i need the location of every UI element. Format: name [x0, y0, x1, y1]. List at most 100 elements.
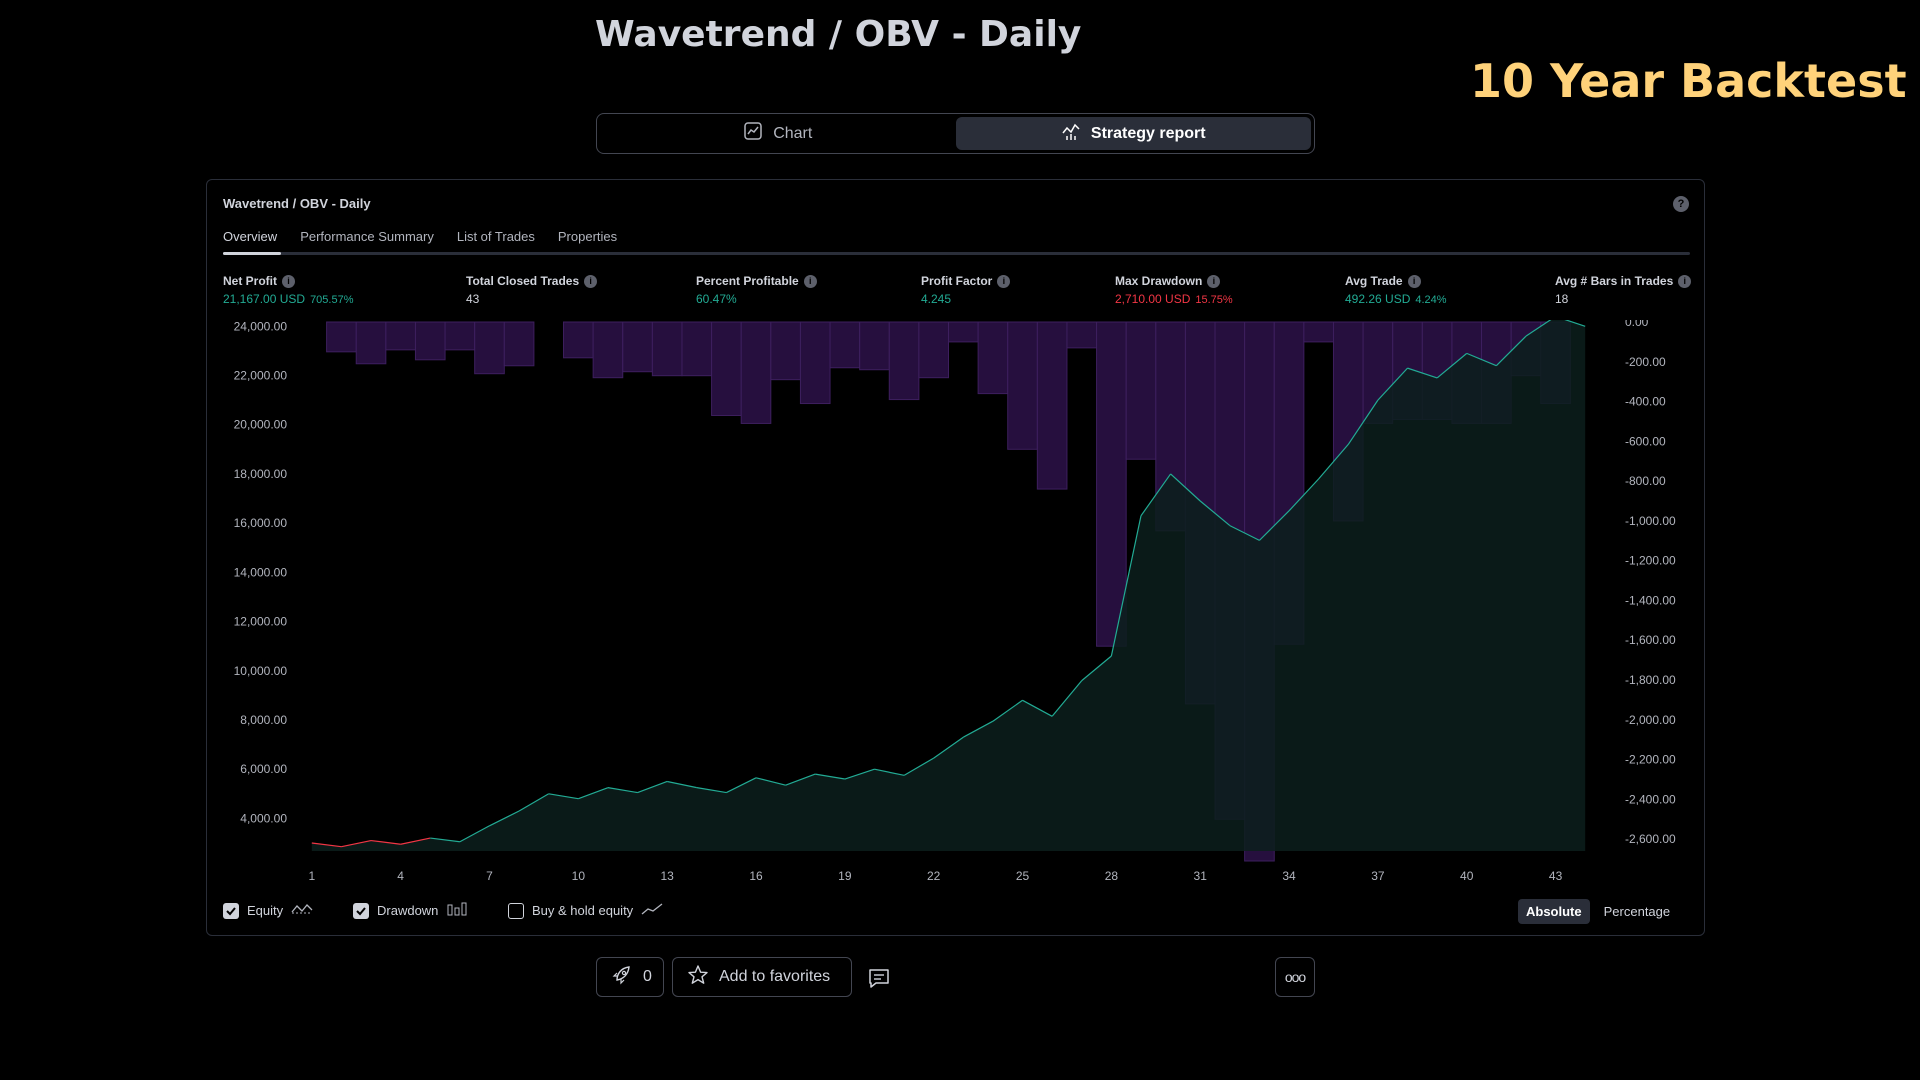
equity-line-segment — [1229, 525, 1260, 541]
x-tick-label: 10 — [572, 869, 586, 883]
percentage-button[interactable]: Percentage — [1603, 904, 1671, 919]
legend-drawdown[interactable]: Drawdown — [353, 902, 468, 919]
y-left-tick-label: 20,000.00 — [234, 418, 288, 432]
x-tick-label: 4 — [397, 869, 404, 883]
drawdown-bar — [1036, 321, 1068, 490]
equity-line-segment — [696, 787, 727, 794]
checkbox-checked-icon[interactable] — [223, 902, 239, 919]
y-left-tick-label: 22,000.00 — [234, 369, 288, 383]
info-icon[interactable]: i — [1678, 274, 1692, 288]
drawdown-bar — [414, 321, 446, 361]
metric-value: 2,710.00 USD — [1115, 292, 1191, 306]
x-tick-label: 37 — [1371, 869, 1385, 883]
y-right-tick-label: -200.00 — [1625, 355, 1666, 369]
drawdown-bar — [1007, 321, 1038, 450]
info-icon[interactable]: i — [1407, 274, 1421, 288]
equity-line-segment — [311, 842, 342, 848]
absolute-button[interactable]: Absolute — [1518, 899, 1590, 924]
drawdown-bar — [503, 321, 535, 367]
equity-line-segment — [1288, 478, 1320, 512]
metric-value: 4.245 — [921, 292, 952, 306]
y-left-tick-label: 16,000.00 — [234, 516, 288, 530]
drawdown-bar — [799, 321, 831, 405]
y-right-tick-label: -800.00 — [1625, 474, 1666, 488]
drawdown-bar — [1125, 321, 1157, 460]
panel-title: Wavetrend / OBV - Daily — [223, 196, 371, 211]
y-left-tick-label: 10,000.00 — [234, 664, 288, 678]
legend-label: Buy & hold equity — [532, 903, 634, 918]
equity-line-segment — [1022, 699, 1053, 717]
metric-label: Max Drawdown — [1115, 274, 1203, 288]
tab-properties[interactable]: Properties — [557, 229, 618, 244]
equity-line-segment — [1051, 680, 1083, 717]
info-icon[interactable]: i — [997, 274, 1011, 288]
checkbox-checked-icon[interactable] — [353, 902, 369, 919]
x-tick-label: 43 — [1549, 869, 1563, 883]
equity-line-segment — [637, 780, 668, 794]
comment-icon[interactable] — [866, 965, 892, 991]
more-options-button[interactable]: ooo — [1275, 957, 1315, 997]
metric-label: Avg # Bars in Trades — [1555, 274, 1674, 288]
report-tabs: Overview Performance Summary List of Tra… — [223, 229, 617, 244]
y-left-tick-label: 24,000.00 — [234, 320, 288, 333]
drawdown-bar — [651, 321, 683, 377]
drawdown-bar — [444, 321, 476, 351]
equity-line-segment — [785, 773, 816, 786]
equity-line-segment — [370, 839, 401, 845]
y-right-tick-label: -400.00 — [1625, 395, 1666, 409]
checkbox-unchecked-icon[interactable] — [508, 902, 524, 919]
metric-percent-profitable: Percent Profitable i 60.47% — [696, 274, 817, 306]
y-left-tick-label: 6,000.00 — [240, 762, 287, 776]
y-right-tick-label: -2,400.00 — [1625, 792, 1676, 806]
drawdown-bar — [592, 321, 624, 379]
equity-line-segment — [1170, 473, 1201, 502]
tab-overview[interactable]: Overview — [223, 229, 278, 244]
info-icon[interactable]: i — [584, 274, 598, 288]
tab-chart-label: Chart — [773, 124, 813, 142]
tab-list-of-trades[interactable]: List of Trades — [456, 229, 535, 244]
legend-equity[interactable]: Equity — [223, 902, 313, 919]
equity-line-segment — [1564, 320, 1586, 327]
drawdown-bar — [859, 321, 890, 371]
x-tick-label: 28 — [1105, 869, 1119, 883]
tab-strategy-report-label: Strategy report — [1090, 124, 1206, 142]
metric-total-closed-trades: Total Closed Trades i 43 — [466, 274, 598, 306]
info-icon[interactable]: i — [803, 274, 817, 288]
equity-line-segment — [607, 787, 638, 794]
equity-line-segment — [430, 837, 460, 843]
y-right-tick-label: -1,000.00 — [1625, 514, 1676, 528]
y-right-tick-label: -2,600.00 — [1625, 832, 1676, 846]
boost-count: 0 — [643, 968, 652, 985]
tab-chart[interactable]: Chart — [600, 117, 956, 150]
x-tick-label: 25 — [1016, 869, 1030, 883]
info-icon[interactable]: i — [282, 274, 295, 288]
x-tick-label: 16 — [749, 869, 763, 883]
tab-strategy-report[interactable]: Strategy report — [955, 117, 1311, 150]
drawdown-bar — [326, 321, 357, 353]
legend-buy-hold-equity[interactable]: Buy & hold equity — [508, 902, 663, 919]
x-tick-label: 7 — [486, 869, 493, 883]
equity-drawdown-chart[interactable]: 1 4 7 10 13 16 19 22 25 28 31 34 37 40 43 24,000.00 22,0… — [207, 320, 1704, 890]
metric-value: 21,167.00 USD — [223, 292, 306, 306]
tab-performance-summary[interactable]: Performance Summary — [300, 229, 434, 244]
equity-line-segment — [1466, 352, 1497, 367]
y-right-tick-label: -600.00 — [1625, 434, 1666, 448]
equity-line-segment — [933, 736, 964, 759]
boost-button[interactable]: 0 — [596, 957, 664, 997]
drawdown-bar — [888, 321, 920, 401]
metric-percent: 15.75% — [1195, 294, 1233, 306]
metric-profit-factor: Profit Factor i 4.245 — [921, 274, 1011, 306]
help-icon[interactable]: ? — [1673, 196, 1689, 212]
equity-line-segment — [667, 780, 697, 789]
equity-line-segment — [844, 768, 875, 780]
x-tick-label: 13 — [660, 869, 674, 883]
x-tick-label: 40 — [1460, 869, 1474, 883]
add-to-favorites-button[interactable]: Add to favorites — [672, 957, 852, 997]
y-left-tick-label: 8,000.00 — [240, 713, 287, 727]
metric-label: Percent Profitable — [696, 274, 799, 288]
equity-line-segment — [963, 720, 994, 738]
equity-line-segment — [1318, 444, 1349, 480]
info-icon[interactable]: i — [1207, 274, 1221, 288]
drawdown-bar — [563, 321, 594, 359]
x-tick-label: 1 — [308, 869, 315, 883]
